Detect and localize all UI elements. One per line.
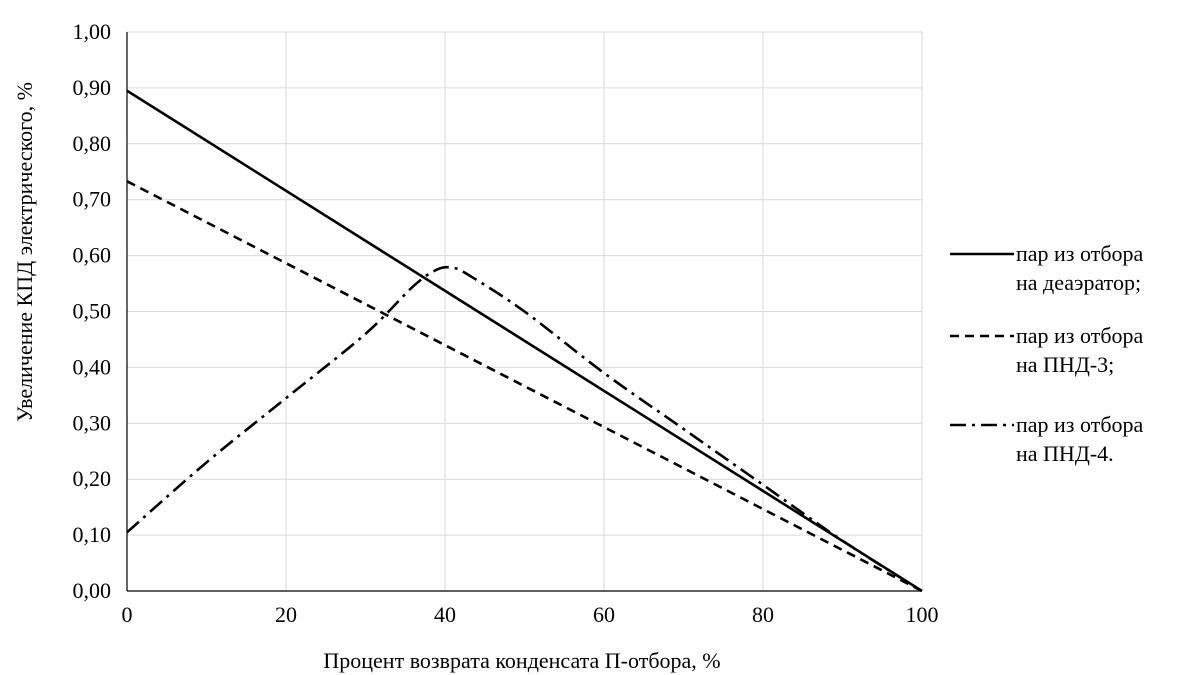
- y-tick-label: 0,50: [73, 299, 112, 324]
- x-tick-label: 80: [752, 602, 774, 627]
- y-tick-label: 0,90: [73, 75, 112, 100]
- legend: пар из отбора на деаэратор; пар из отбора н…: [950, 241, 1144, 466]
- legend-label-1: на деаэратор;: [1016, 270, 1141, 295]
- y-tick-label: 0,70: [73, 187, 112, 212]
- x-tick-label: 20: [275, 602, 297, 627]
- y-tick-label: 0,10: [73, 522, 112, 547]
- x-tick-label: 40: [434, 602, 456, 627]
- legend-label-2: на ПНД-3;: [1016, 352, 1114, 377]
- x-tick-label: 60: [593, 602, 615, 627]
- x-tick-label: 0: [122, 602, 133, 627]
- y-axis-title: Увеличение КПД электрического, %: [12, 82, 37, 422]
- y-tick-label: 0,20: [73, 466, 112, 491]
- series-line-3: [126, 265, 923, 593]
- legend-label-3: пар из отбора: [1016, 412, 1144, 437]
- x-tick-label: 100: [906, 602, 939, 627]
- y-tick-label: 0,40: [73, 354, 112, 379]
- y-tick-label: 0,60: [73, 243, 112, 268]
- y-tick-label: 1,00: [73, 19, 112, 44]
- series-line-1: [126, 89, 923, 593]
- series-line-2: [126, 180, 923, 593]
- tick-labels: 0,00 0,10 0,20 0,30 0,40 0,50 0,60 0,70 0,80 0,90…: [73, 19, 939, 627]
- y-tick-label: 0,00: [73, 578, 112, 603]
- y-tick-label: 0,30: [73, 410, 112, 435]
- legend-label-2: пар из отбора: [1016, 323, 1144, 348]
- x-axis-title: Процент возврата конденсата П-отбора, %: [323, 648, 720, 673]
- y-tick-label: 0,80: [73, 131, 112, 156]
- series-lines: [126, 89, 923, 593]
- axes: [126, 32, 922, 592]
- legend-label-3: на ПНД-4.: [1016, 441, 1114, 466]
- legend-label-1: пар из отбора: [1016, 241, 1144, 266]
